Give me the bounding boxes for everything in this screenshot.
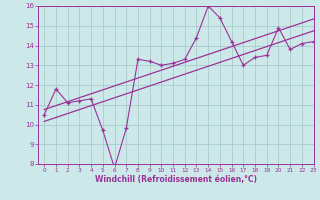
X-axis label: Windchill (Refroidissement éolien,°C): Windchill (Refroidissement éolien,°C)	[95, 175, 257, 184]
